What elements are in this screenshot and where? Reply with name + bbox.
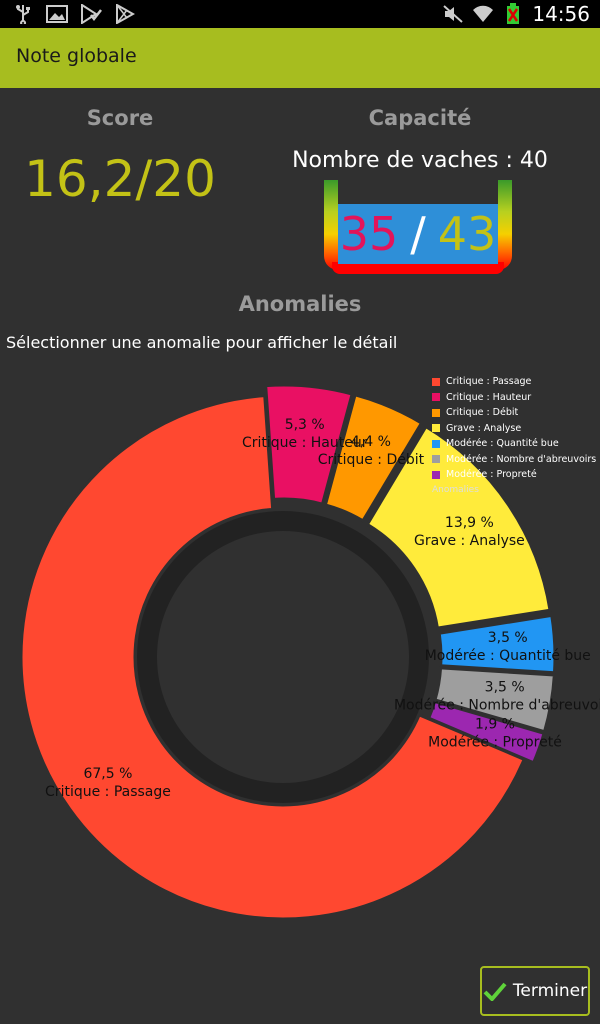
gauge-bottom-bar <box>332 262 504 274</box>
legend-label: Grave : Analyse <box>446 422 522 434</box>
legend-swatch <box>432 377 440 386</box>
slice-name-label: Modérée : Quantité bue <box>425 648 591 664</box>
chart-slice[interactable] <box>264 383 354 506</box>
chart-slice[interactable] <box>365 424 552 630</box>
legend-item: Modérée : Propreté <box>432 467 596 483</box>
legend-title: Anomalies <box>432 484 479 495</box>
battery-icon <box>502 3 524 25</box>
slice-name-label: Critique : Hauteur <box>242 435 368 451</box>
score-value: 16,2/20 <box>24 150 216 208</box>
legend-label: Modérée : Nombre d'abreuvoirs <box>446 453 597 465</box>
legend-item: Grave : Analyse <box>432 421 596 437</box>
capacity-max: 43 <box>437 207 497 261</box>
legend-label: Critique : Hauteur <box>446 391 532 403</box>
chart-slice[interactable] <box>437 613 557 675</box>
chart-slice[interactable] <box>19 394 527 921</box>
legend-label: Modérée : Quantité bue <box>446 438 559 450</box>
anomalies-donut-chart[interactable]: 67,5 % Critique : Passage 5,3 % Critique : … <box>0 360 600 960</box>
slice-percent-label: 1,9 % <box>475 716 515 732</box>
slice-name-label: Modérée : Nombre d'abreuvoirs <box>394 698 600 714</box>
page-title: Note globale <box>16 45 137 67</box>
slice-name-label: Modérée : Propreté <box>428 734 562 750</box>
action-bar: Note globale <box>0 28 600 88</box>
score-title: Score <box>86 106 154 130</box>
donut-hole <box>157 531 409 783</box>
legend-label: Modérée : Propreté <box>446 469 537 481</box>
legend-item: Modérée : Nombre d'abreuvoirs <box>432 452 596 468</box>
chart-slice[interactable] <box>433 666 556 734</box>
legend-swatch <box>432 393 440 402</box>
finish-button[interactable]: Terminer <box>480 966 590 1016</box>
legend-swatch <box>432 408 440 417</box>
legend-swatch <box>432 424 440 433</box>
capacity-gauge: 35 / 43 <box>318 180 518 280</box>
slice-name-label: Critique : Débit <box>318 452 425 468</box>
status-bar: 14:56 <box>0 0 600 28</box>
legend-label: Critique : Passage <box>446 376 532 388</box>
anomalies-title: Anomalies <box>238 292 362 316</box>
legend-item: Critique : Débit <box>432 405 596 421</box>
legend-swatch <box>432 470 440 479</box>
anomalies-hint: Sélectionner une anomalie pour afficher … <box>6 333 398 352</box>
slice-percent-label: 5,3 % <box>285 417 325 433</box>
clock: 14:56 <box>532 2 590 26</box>
legend-label: Critique : Débit <box>446 407 519 419</box>
chart-legend: Critique : Passage Critique : Hauteur Crit… <box>432 374 596 495</box>
gauge-left-bar <box>324 180 338 270</box>
capacity-separator: / <box>410 207 426 261</box>
capacity-current: 35 <box>339 207 399 261</box>
play-store-icon <box>114 3 136 25</box>
check-icon <box>483 982 507 1001</box>
slice-percent-label: 13,9 % <box>445 515 494 531</box>
slice-name-label: Grave : Analyse <box>414 533 525 549</box>
gauge-right-bar <box>498 180 512 270</box>
legend-item: Critique : Passage <box>432 374 596 390</box>
wifi-icon <box>472 3 494 25</box>
chart-slice[interactable] <box>426 699 546 765</box>
slice-percent-label: 3,5 % <box>485 680 525 696</box>
play-store-check-icon <box>80 3 102 25</box>
image-icon <box>46 3 68 25</box>
finish-button-label: Terminer <box>512 981 588 1001</box>
slice-percent-label: 4,4 % <box>351 434 391 450</box>
gauge-values: 35 / 43 <box>338 204 498 264</box>
slice-percent-label: 3,5 % <box>488 630 528 646</box>
legend-item: Modérée : Quantité bue <box>432 436 596 452</box>
legend-swatch <box>432 455 440 464</box>
slice-name-label: Critique : Passage <box>45 784 171 800</box>
mute-icon <box>442 3 464 25</box>
legend-swatch <box>432 439 440 448</box>
gauge-fill <box>338 204 498 264</box>
cows-count-label: Nombre de vaches : 40 <box>292 148 548 173</box>
chart-slice[interactable] <box>323 392 424 523</box>
capacity-title: Capacité <box>368 106 472 130</box>
slice-percent-label: 67,5 % <box>83 766 132 782</box>
legend-item: Critique : Hauteur <box>432 390 596 406</box>
usb-icon <box>12 3 34 25</box>
